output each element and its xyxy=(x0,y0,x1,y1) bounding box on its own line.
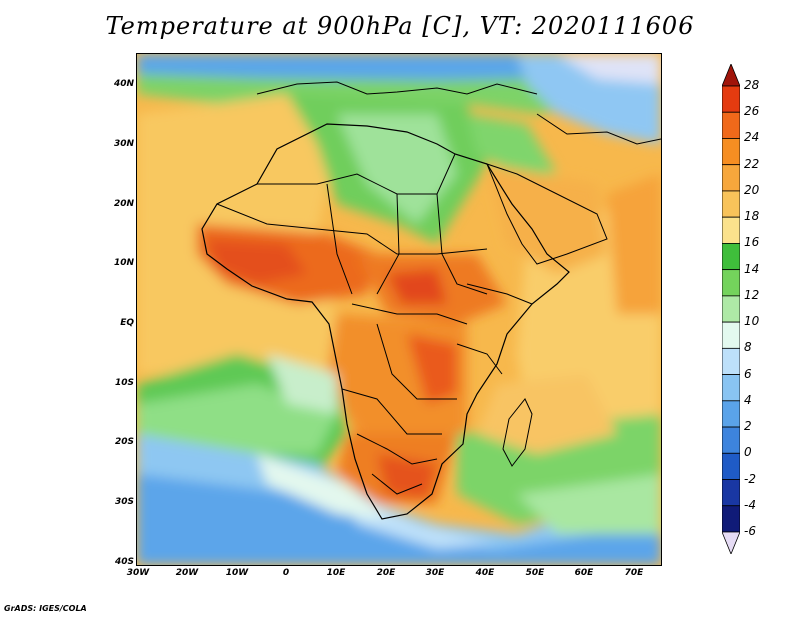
colorbar-label: 24 xyxy=(744,130,760,145)
colorbar-label: -4 xyxy=(744,497,756,512)
colorbar-swatch xyxy=(722,426,740,454)
colorbar-label: 8 xyxy=(744,340,752,355)
colorbar-label: 12 xyxy=(744,287,760,302)
colorbar-label: 14 xyxy=(744,261,760,276)
lat-label-10s: 10S xyxy=(114,378,134,388)
lon-label-20w: 20W xyxy=(175,568,199,578)
colorbar-label: 4 xyxy=(744,392,752,407)
colorbar-label: 20 xyxy=(744,182,760,197)
lon-label-20e: 20E xyxy=(376,568,396,578)
lon-label-30w: 30W xyxy=(126,568,150,578)
lat-label-40n: 40N xyxy=(113,79,134,89)
lon-label-60e: 60E xyxy=(574,568,594,578)
coastlines xyxy=(201,81,661,520)
colorbar-swatch xyxy=(722,374,740,402)
colorbar-swatch xyxy=(722,164,740,192)
lat-label-30n: 30N xyxy=(113,139,134,149)
colorbar-label: 0 xyxy=(744,445,752,460)
colorbar-top-arrow xyxy=(722,64,740,87)
colorbar-swatch xyxy=(722,111,740,139)
colorbar-swatch xyxy=(722,85,740,113)
colorbar-label: -6 xyxy=(744,524,756,538)
chart-title: Temperature at 900hPa [C], VT: 202011160… xyxy=(105,12,695,40)
lat-label-eq: EQ xyxy=(120,318,134,328)
lon-label-50e: 50E xyxy=(525,568,545,578)
temperature-field xyxy=(137,54,661,565)
lon-label-10e: 10E xyxy=(326,568,346,578)
colorbar-label: 10 xyxy=(744,314,760,329)
colorbar-swatch xyxy=(722,138,740,166)
temperature-map xyxy=(136,53,662,566)
colorbar xyxy=(722,64,740,554)
colorbar-swatch xyxy=(722,452,740,480)
lat-label-10n: 10N xyxy=(113,258,134,268)
lon-label-40e: 40E xyxy=(475,568,495,578)
colorbar-label: 6 xyxy=(744,366,752,381)
colorbar-label: -2 xyxy=(744,471,756,486)
colorbar-swatch xyxy=(722,269,740,297)
colorbar-swatch xyxy=(722,347,740,375)
colorbar-swatch xyxy=(722,505,740,533)
colorbar-swatch xyxy=(722,400,740,428)
colorbar-label: 16 xyxy=(744,235,760,250)
colorbar-label: 26 xyxy=(744,104,760,119)
colorbar-swatch xyxy=(722,321,740,349)
colorbar-swatch xyxy=(722,216,740,244)
lat-label-30s: 30S xyxy=(114,497,134,507)
lon-label-0: 0 xyxy=(282,568,290,578)
map-svg xyxy=(137,54,661,565)
colorbar-label: 2 xyxy=(744,419,752,434)
colorbar-swatch xyxy=(722,479,740,507)
colorbar-bottom-arrow xyxy=(722,531,740,554)
lat-label-20n: 20N xyxy=(113,199,134,209)
lat-label-40s: 40S xyxy=(114,557,134,567)
colorbar-label: 18 xyxy=(744,209,760,224)
colorbar-swatch xyxy=(722,190,740,218)
lon-label-10w: 10W xyxy=(225,568,249,578)
colorbar-swatch xyxy=(722,243,740,271)
credit-text: GrADS: IGES/COLA xyxy=(4,604,87,613)
colorbar-label: 22 xyxy=(744,156,760,171)
lon-label-30e: 30E xyxy=(425,568,445,578)
lon-label-70e: 70E xyxy=(624,568,644,578)
colorbar-label: 28 xyxy=(744,78,760,92)
colorbar-swatch xyxy=(722,295,740,323)
lat-label-20s: 20S xyxy=(114,437,134,447)
